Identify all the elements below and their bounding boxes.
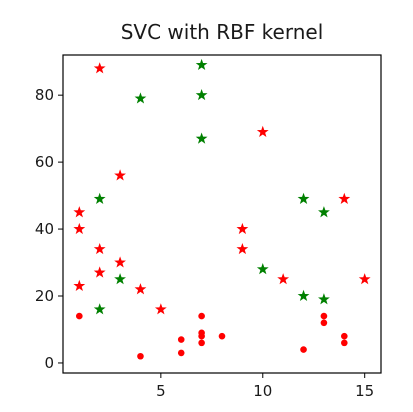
y-tick-label: 60 [35, 153, 54, 171]
circle-marker [341, 339, 348, 347]
circle-marker [177, 336, 185, 343]
x-tick-label: 5 [156, 382, 166, 400]
circle-marker [137, 352, 144, 360]
y-tick-label: 0 [44, 354, 54, 372]
axes: 5 10 15 0 20 40 60 80 [35, 86, 374, 400]
star-marker [114, 169, 126, 181]
circle-marker [218, 332, 226, 340]
plot-area-frame [62, 54, 382, 374]
star-marker [73, 279, 86, 291]
circle-marker [198, 339, 205, 347]
star-marker [277, 273, 290, 285]
star-marker [338, 192, 351, 204]
circle-marker [198, 332, 205, 340]
star-marker [297, 192, 310, 204]
star-marker [93, 303, 106, 315]
y-tick-label: 20 [35, 287, 54, 305]
star-marker [93, 266, 106, 278]
y-tick-label: 80 [35, 86, 54, 104]
y-tick-label: 40 [35, 220, 54, 238]
star-marker [256, 263, 269, 275]
circle-marker [320, 312, 328, 320]
star-marker [256, 125, 269, 138]
circle-marker [320, 319, 328, 327]
circle-marker [198, 312, 205, 320]
star-marker [114, 256, 126, 268]
circle-marker [177, 349, 185, 357]
star-marker [134, 92, 147, 104]
circle-marker [76, 312, 83, 320]
star-marker [318, 206, 330, 218]
star-marker [73, 206, 86, 218]
star-marker [297, 289, 310, 302]
star-marker [93, 242, 106, 255]
circle-marker [341, 332, 348, 340]
star-marker [93, 192, 106, 204]
x-tick-label: 10 [253, 382, 272, 400]
data-points [73, 58, 371, 360]
star-marker [236, 222, 249, 235]
x-tick-label: 15 [355, 382, 374, 400]
star-marker [195, 132, 208, 144]
star-marker [93, 62, 106, 74]
circle-marker [300, 346, 307, 353]
star-marker [195, 58, 208, 71]
chart-title: SVC with RBF kernel [121, 20, 324, 44]
star-marker [318, 293, 330, 305]
star-marker [73, 222, 86, 235]
star-marker [195, 88, 208, 101]
star-marker [154, 303, 167, 315]
star-marker [114, 273, 126, 285]
star-marker [134, 283, 147, 295]
star-marker [358, 273, 371, 285]
star-marker [236, 242, 249, 255]
